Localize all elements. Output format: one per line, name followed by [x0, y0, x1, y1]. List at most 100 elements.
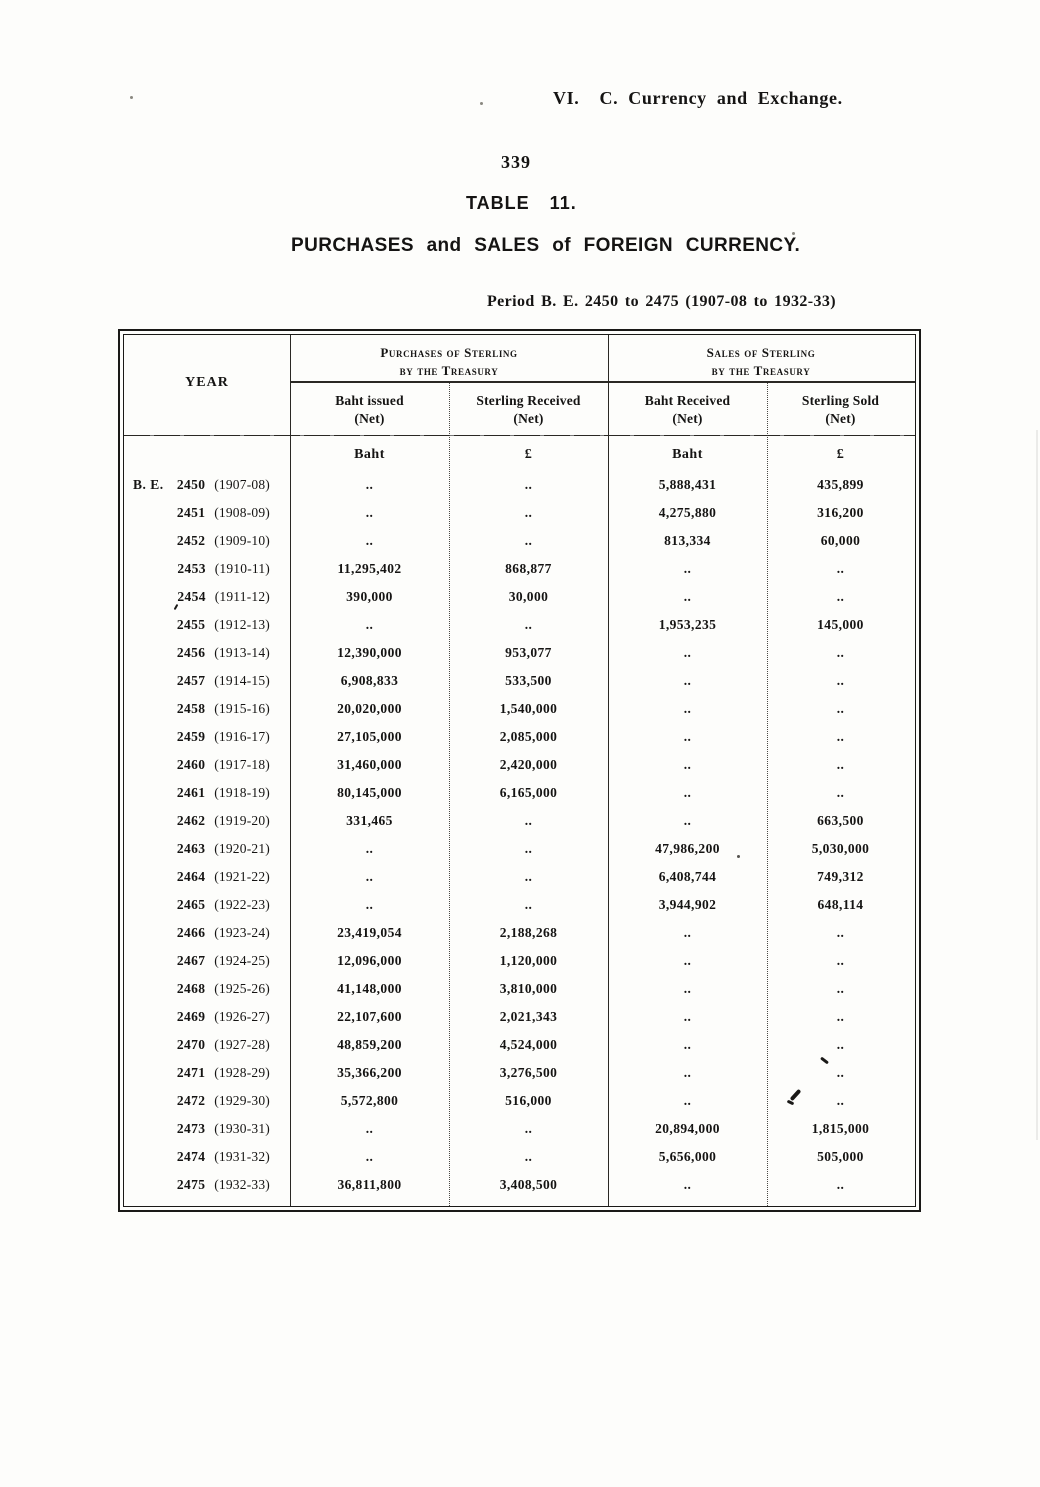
sterling-sold-value: ..	[836, 981, 845, 996]
period-subtitle: Period B. E. 2450 to 2475 (1907-08 to 19…	[487, 293, 837, 310]
sterling-received-value: 3,276,500	[499, 1065, 558, 1080]
sterling-received-value: ..	[524, 813, 533, 828]
sterling-received-value: ..	[524, 1121, 533, 1136]
sterling-sold-value: ..	[836, 757, 845, 772]
table-row: 2461 (1918-19) 80,145,000 6,165,000 .. .…	[124, 779, 915, 807]
sterling-sold-value: ..	[836, 1037, 845, 1052]
row-year-cell: 2475 (1932-33)	[124, 1177, 290, 1193]
year-value: 2453	[177, 561, 206, 576]
row-year-cell: 2457 (1914-15)	[124, 673, 290, 689]
table-caption: TABLE 11.	[466, 193, 577, 214]
sterling-received-value: 1,120,000	[499, 953, 558, 968]
baht-received-value: ..	[683, 981, 692, 996]
gregorian-year-span: (1921-22)	[214, 869, 270, 884]
year-value: 2460	[176, 757, 206, 772]
baht-issued-value: 6,908,833	[340, 673, 399, 688]
scan-speck	[737, 855, 740, 858]
baht-received-value: ..	[683, 729, 692, 744]
sterling-sold-value: ..	[836, 785, 845, 800]
sterling-received-value: 6,165,000	[499, 785, 558, 800]
gregorian-year-span: (1919-20)	[214, 813, 270, 828]
table-row: 2458 (1915-16) 20,020,000 1,540,000 .. .…	[124, 695, 915, 723]
baht-received-value: ..	[683, 673, 692, 688]
column-header-line1: Baht issued	[335, 393, 404, 408]
unit-sterling-received: £	[524, 447, 533, 462]
sterling-sold-value: ..	[836, 953, 845, 968]
baht-received-value: ..	[683, 925, 692, 940]
baht-issued-value: ..	[365, 869, 374, 884]
row-year-cell: 2472 (1929-30)	[124, 1093, 290, 1109]
column-header-sterling-sold: Sterling Sold (Net)	[767, 392, 914, 427]
table-row: 2451 (1908-09) .. .. 4,275,880 316,200	[124, 499, 915, 527]
year-value: 2462	[176, 813, 206, 828]
baht-received-value: 4,275,880	[658, 505, 717, 520]
row-year-cell: 2474 (1931-32)	[124, 1149, 290, 1165]
gregorian-year-span: (1926-27)	[214, 1009, 270, 1024]
gregorian-year-span: (1908-09)	[214, 505, 270, 520]
sterling-sold-value: ..	[836, 645, 845, 660]
year-value: 2461	[176, 785, 206, 800]
sterling-received-value: 3,810,000	[499, 981, 558, 996]
table-row: 2472 (1929-30) 5,572,800 516,000 .. ..	[124, 1087, 915, 1115]
gregorian-year-span: (1914-15)	[214, 673, 270, 688]
baht-received-value: ..	[683, 561, 692, 576]
rule-under-group-headers	[290, 381, 915, 383]
baht-issued-value: 12,390,000	[337, 645, 402, 660]
baht-issued-value: ..	[365, 505, 374, 520]
group-header-sales-line2: by the Treasury	[711, 362, 811, 378]
row-year-cell: 2473 (1930-31)	[124, 1121, 290, 1137]
sterling-received-value: 3,408,500	[499, 1177, 558, 1192]
sterling-received-value: ..	[524, 869, 533, 884]
sterling-received-value: ..	[524, 505, 533, 520]
year-value: 2458	[176, 701, 206, 716]
row-year-cell: 2465 (1922-23)	[124, 897, 290, 913]
year-value: 2456	[176, 645, 206, 660]
gregorian-year-span: (1912-13)	[214, 617, 270, 632]
sterling-received-value: 2,085,000	[499, 729, 558, 744]
column-header-year: YEAR	[185, 375, 229, 390]
row-year-cell: 2456 (1913-14)	[124, 645, 290, 661]
baht-received-value: ..	[683, 1093, 692, 1108]
column-header-line2: (Net)	[825, 410, 856, 426]
gregorian-year-span: (1927-28)	[214, 1037, 270, 1052]
sterling-sold-value: 749,312	[817, 869, 864, 884]
unit-baht-received: Baht	[672, 447, 703, 462]
baht-received-value: ..	[683, 953, 692, 968]
sterling-sold-value: 435,899	[817, 477, 864, 492]
column-header-baht-received: Baht Received (Net)	[608, 392, 767, 427]
sterling-received-value: 1,540,000	[499, 701, 558, 716]
gregorian-year-span: (1922-23)	[214, 897, 270, 912]
group-header-purchases-line2: by the Treasury	[399, 362, 499, 378]
year-value: 2468	[176, 981, 206, 996]
row-year-cell: 2471 (1928-29)	[124, 1065, 290, 1081]
sterling-sold-value: 316,200	[817, 505, 864, 520]
sterling-received-value: ..	[524, 841, 533, 856]
year-value: 2474	[176, 1149, 206, 1164]
baht-issued-value: 36,811,800	[337, 1177, 402, 1192]
sterling-sold-value: 663,500	[817, 813, 864, 828]
baht-received-value: ..	[683, 645, 692, 660]
column-header-line1: Baht Received	[644, 393, 731, 408]
year-value: 2467	[176, 953, 206, 968]
table-row: 2475 (1932-33) 36,811,800 3,408,500 .. .…	[124, 1171, 915, 1199]
baht-issued-value: 27,105,000	[337, 729, 402, 744]
divider-year-purchases	[290, 335, 291, 1206]
table-row: 2462 (1919-20) 331,465 .. .. 663,500	[124, 807, 915, 835]
year-value: 2465	[176, 897, 206, 912]
table-row: 2456 (1913-14) 12,390,000 953,077 .. ..	[124, 639, 915, 667]
table-caption-label: TABLE	[466, 193, 530, 213]
row-year-cell: 2466 (1923-24)	[124, 925, 290, 941]
baht-received-value: ..	[683, 757, 692, 772]
column-header-line2: (Net)	[354, 410, 385, 426]
row-year-cell: 2468 (1925-26)	[124, 981, 290, 997]
scan-speck	[130, 96, 133, 99]
page-number: 339	[501, 152, 531, 172]
baht-received-value: ..	[683, 1037, 692, 1052]
data-table-inner: Purchases of Sterling by the Treasury Sa…	[123, 334, 916, 1207]
sterling-sold-value: 648,114	[817, 897, 864, 912]
gregorian-year-span: (1931-32)	[214, 1149, 270, 1164]
sterling-sold-value: ..	[836, 673, 845, 688]
row-year-cell: 2461 (1918-19)	[124, 785, 290, 801]
gregorian-year-span: (1923-24)	[214, 925, 270, 940]
year-value: 2472	[176, 1093, 206, 1108]
